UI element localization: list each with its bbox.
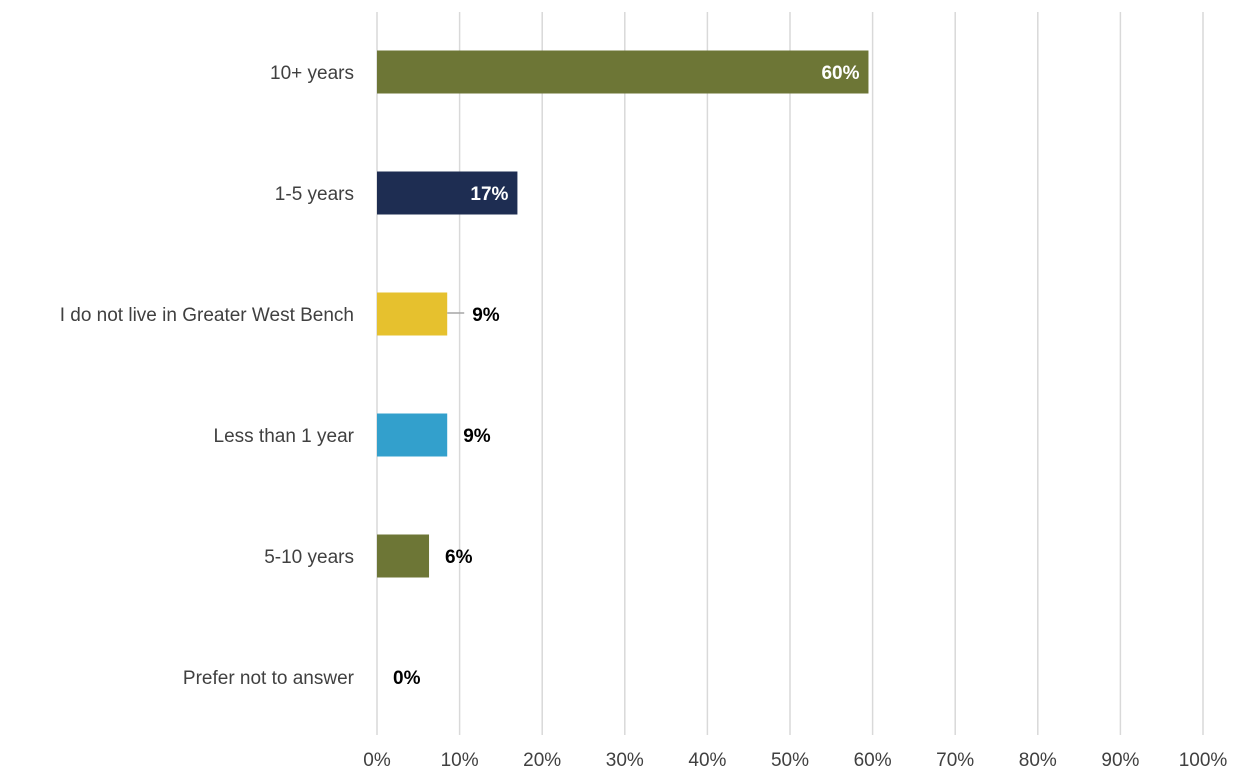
x-tick-label: 30% bbox=[606, 750, 644, 771]
data-label: 9% bbox=[472, 305, 500, 326]
x-tick-label: 50% bbox=[771, 750, 809, 771]
x-tick-label: 60% bbox=[854, 750, 892, 771]
x-tick-label: 20% bbox=[523, 750, 561, 771]
bar-layer bbox=[377, 50, 869, 578]
grid-layer bbox=[376, 12, 1204, 735]
data-label: 9% bbox=[463, 426, 491, 447]
bar bbox=[377, 413, 448, 457]
label-layer: 0% 10% 20% 30% 40% 50% 60% 70% 80% 90% 100% 10+ yea… bbox=[60, 63, 1228, 771]
bar bbox=[377, 50, 869, 94]
data-label: 60% bbox=[821, 63, 859, 84]
data-label: 6% bbox=[445, 547, 473, 568]
x-tick-label: 100% bbox=[1179, 750, 1228, 771]
x-tick-label: 70% bbox=[936, 750, 974, 771]
category-label: 10+ years bbox=[270, 63, 354, 84]
category-label: 1-5 years bbox=[275, 184, 354, 205]
x-tick-label: 90% bbox=[1101, 750, 1139, 771]
bar bbox=[377, 534, 430, 578]
x-tick-label: 0% bbox=[363, 750, 391, 771]
category-label: Less than 1 year bbox=[214, 426, 355, 447]
bar bbox=[377, 292, 448, 336]
category-label: I do not live in Greater West Bench bbox=[60, 305, 354, 326]
bar bbox=[377, 171, 518, 215]
x-tick-label: 80% bbox=[1019, 750, 1057, 771]
data-label: 0% bbox=[393, 668, 421, 689]
category-label: Prefer not to answer bbox=[183, 668, 355, 689]
data-label: 17% bbox=[470, 184, 508, 205]
x-tick-label: 40% bbox=[688, 750, 726, 771]
category-label: 5-10 years bbox=[264, 547, 354, 568]
x-tick-label: 10% bbox=[441, 750, 479, 771]
